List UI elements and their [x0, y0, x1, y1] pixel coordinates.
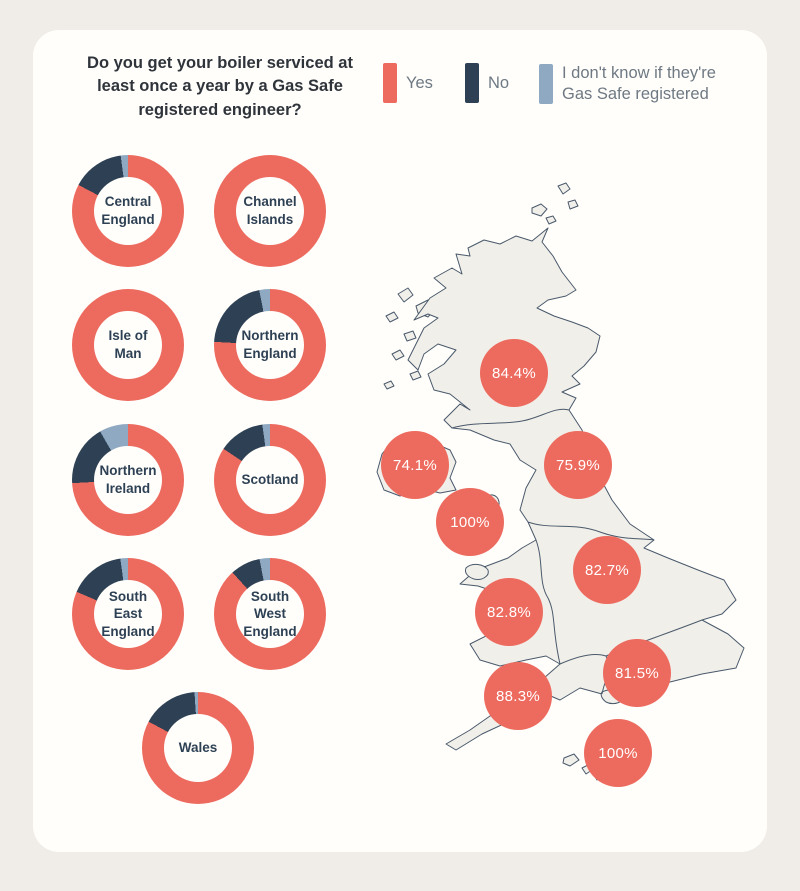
legend-label-yes: Yes [406, 73, 433, 92]
donut-chart-wales: Wales [142, 692, 254, 804]
donut-chart-central-england: Central England [72, 155, 184, 267]
shetland-orkney-islands [531, 182, 579, 225]
donut-label: Central England [101, 194, 155, 227]
bubble-value: 82.8% [486, 603, 532, 621]
legend-item-no: No [465, 63, 509, 103]
map-bubble-wales: 82.8% [475, 578, 543, 646]
donut-label: Wales [178, 740, 218, 756]
donut-chart-isle-of-man: Isle of Man [72, 289, 184, 401]
map-bubble-scotland: 84.4% [480, 339, 548, 407]
map-bubble-south-east-england: 81.5% [603, 639, 671, 707]
donut-label: Scotland [241, 472, 299, 488]
bubble-value: 74.1% [392, 456, 438, 474]
donut-chart-scotland: Scotland [214, 424, 326, 536]
yes-color-swatch [383, 63, 397, 103]
donut-chart-northern-ireland: Northern Ireland [72, 424, 184, 536]
no-color-swatch [465, 63, 479, 103]
donut-chart-south-west-england: South West England [214, 558, 326, 670]
scotland-england-border [451, 408, 570, 429]
donut-chart-channel-islands: Channel Islands [214, 155, 326, 267]
map-bubble-central-england: 82.7% [573, 536, 641, 604]
legend-label-no: No [488, 73, 510, 92]
legend-label-dont-know: I don't know if they're Gas Safe registe… [562, 64, 716, 103]
bubble-value: 81.5% [614, 664, 660, 682]
survey-question-title: Do you get your boiler serviced at least… [87, 54, 353, 119]
bubble-value: 75.9% [555, 456, 601, 474]
map-bubble-channel-islands: 100% [584, 719, 652, 787]
legend-item-dont-know: I don't know if they're Gas Safe registe… [539, 63, 716, 104]
map-bubble-northern-england: 75.9% [544, 431, 612, 499]
donut-chart-south-east-england: South East England [72, 558, 184, 670]
donut-label: Northern England [241, 328, 299, 361]
bubble-value: 88.3% [495, 687, 541, 705]
bubble-value: 82.7% [584, 561, 630, 579]
legend-item-yes: Yes [383, 63, 433, 103]
bubble-value: 100% [450, 513, 490, 531]
donut-label: Channel Islands [243, 194, 297, 227]
map-bubble-northern-ireland: 74.1% [381, 431, 449, 499]
donut-label: South East England [101, 588, 155, 639]
anglesey-shape [465, 563, 489, 580]
map-bubble-south-west-england: 88.3% [484, 662, 552, 730]
donut-label: Northern Ireland [99, 463, 157, 496]
bubble-value: 100% [598, 744, 638, 762]
dont-know-color-swatch [539, 63, 553, 104]
wales-central-border [535, 539, 561, 665]
map-bubble-isle-of-man: 100% [436, 488, 504, 556]
donut-chart-northern-england: Northern England [214, 289, 326, 401]
north-central-border [527, 521, 655, 541]
infographic-card: Do you get your boiler serviced at least… [33, 30, 767, 852]
bubble-value: 84.4% [491, 364, 537, 382]
donut-label: Isle of Man [108, 328, 148, 361]
donut-label: South West England [243, 588, 297, 639]
